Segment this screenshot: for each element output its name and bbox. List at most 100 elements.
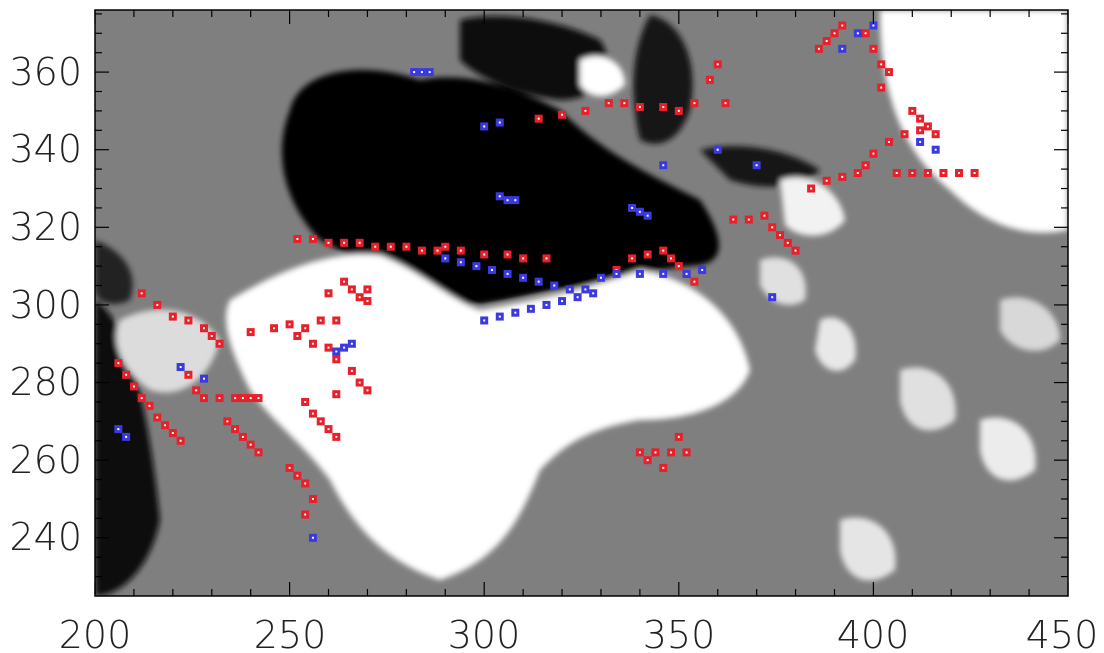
data-marker-center xyxy=(358,241,361,244)
data-marker-center xyxy=(327,428,330,431)
data-marker-center xyxy=(763,214,766,217)
data-marker-center xyxy=(413,71,416,74)
data-marker-center xyxy=(646,253,649,256)
data-marker-center xyxy=(887,140,890,143)
data-marker-center xyxy=(755,164,758,167)
data-marker-center xyxy=(537,117,540,120)
data-marker-center xyxy=(335,358,338,361)
data-marker-center xyxy=(514,199,517,202)
data-marker-center xyxy=(125,373,128,376)
magnetogram-image xyxy=(95,10,1068,596)
data-marker-center xyxy=(389,245,392,248)
data-marker-center xyxy=(249,443,252,446)
data-marker-center xyxy=(343,346,346,349)
data-marker-center xyxy=(794,249,797,252)
data-marker-center xyxy=(825,179,828,182)
data-marker-center xyxy=(716,148,719,151)
data-marker-center xyxy=(195,389,198,392)
data-marker-center xyxy=(288,323,291,326)
data-marker-center xyxy=(343,241,346,244)
data-marker-center xyxy=(234,397,237,400)
data-marker-center xyxy=(436,249,439,252)
data-marker-center xyxy=(537,280,540,283)
data-marker-center xyxy=(288,466,291,469)
data-marker-center xyxy=(545,257,548,260)
data-marker-center xyxy=(615,272,618,275)
data-marker-center xyxy=(187,319,190,322)
data-marker-center xyxy=(350,288,353,291)
data-marker-center xyxy=(864,164,867,167)
data-marker-center xyxy=(646,214,649,217)
data-marker-center xyxy=(311,497,314,500)
data-marker-center xyxy=(716,63,719,66)
data-marker-center xyxy=(187,373,190,376)
data-marker-center xyxy=(319,420,322,423)
data-marker-center xyxy=(786,241,789,244)
data-marker-center xyxy=(833,32,836,35)
data-marker-center xyxy=(343,280,346,283)
data-marker-center xyxy=(218,397,221,400)
data-marker-center xyxy=(724,102,727,105)
data-marker-center xyxy=(895,171,898,174)
data-marker-center xyxy=(311,237,314,240)
data-marker-center xyxy=(483,125,486,128)
data-marker-center xyxy=(522,276,525,279)
data-marker-center xyxy=(483,319,486,322)
data-marker-center xyxy=(607,102,610,105)
data-marker-center xyxy=(553,284,556,287)
x-tick-label: 400 xyxy=(837,613,910,653)
data-marker-center xyxy=(576,296,579,299)
data-marker-center xyxy=(693,280,696,283)
data-marker-center xyxy=(179,366,182,369)
data-marker-center xyxy=(529,307,532,310)
data-marker-center xyxy=(631,206,634,209)
y-tick-label: 340 xyxy=(9,127,82,171)
data-marker-center xyxy=(638,210,641,213)
data-marker-center xyxy=(522,257,525,260)
data-marker-center xyxy=(405,245,408,248)
data-marker-center xyxy=(132,385,135,388)
data-marker-center xyxy=(483,253,486,256)
data-marker-center xyxy=(358,381,361,384)
data-marker-center xyxy=(872,47,875,50)
data-marker-center xyxy=(561,300,564,303)
data-marker-center xyxy=(311,536,314,539)
data-marker-center xyxy=(872,24,875,27)
data-marker-center xyxy=(304,400,307,403)
data-marker-center xyxy=(662,164,665,167)
data-marker-center xyxy=(311,412,314,415)
data-marker-center xyxy=(514,311,517,314)
data-marker-center xyxy=(498,315,501,318)
data-marker-center xyxy=(202,327,205,330)
data-marker-center xyxy=(420,71,423,74)
data-marker-center xyxy=(156,303,159,306)
data-marker-center xyxy=(825,40,828,43)
data-marker-center xyxy=(584,109,587,112)
data-marker-center xyxy=(420,249,423,252)
data-marker-center xyxy=(234,428,237,431)
data-marker-center xyxy=(887,71,890,74)
data-marker-center xyxy=(148,404,151,407)
data-marker-center xyxy=(856,32,859,35)
data-marker-center xyxy=(241,435,244,438)
data-marker-center xyxy=(498,121,501,124)
data-marker-center xyxy=(919,140,922,143)
data-marker-center xyxy=(335,350,338,353)
data-marker-center xyxy=(771,296,774,299)
data-marker-center xyxy=(872,152,875,155)
data-marker-center xyxy=(335,393,338,396)
data-marker-center xyxy=(319,319,322,322)
data-marker-center xyxy=(140,397,143,400)
data-marker-center xyxy=(919,129,922,132)
data-marker-center xyxy=(327,346,330,349)
data-marker-center xyxy=(171,432,174,435)
axis-ticks xyxy=(94,10,1069,596)
y-tick-label: 240 xyxy=(9,515,82,559)
data-marker-center xyxy=(568,288,571,291)
data-marker-center xyxy=(506,253,509,256)
data-marker-center xyxy=(304,327,307,330)
data-marker-center xyxy=(304,513,307,516)
data-marker-center xyxy=(708,78,711,81)
data-marker-center xyxy=(171,315,174,318)
data-marker-center xyxy=(693,102,696,105)
